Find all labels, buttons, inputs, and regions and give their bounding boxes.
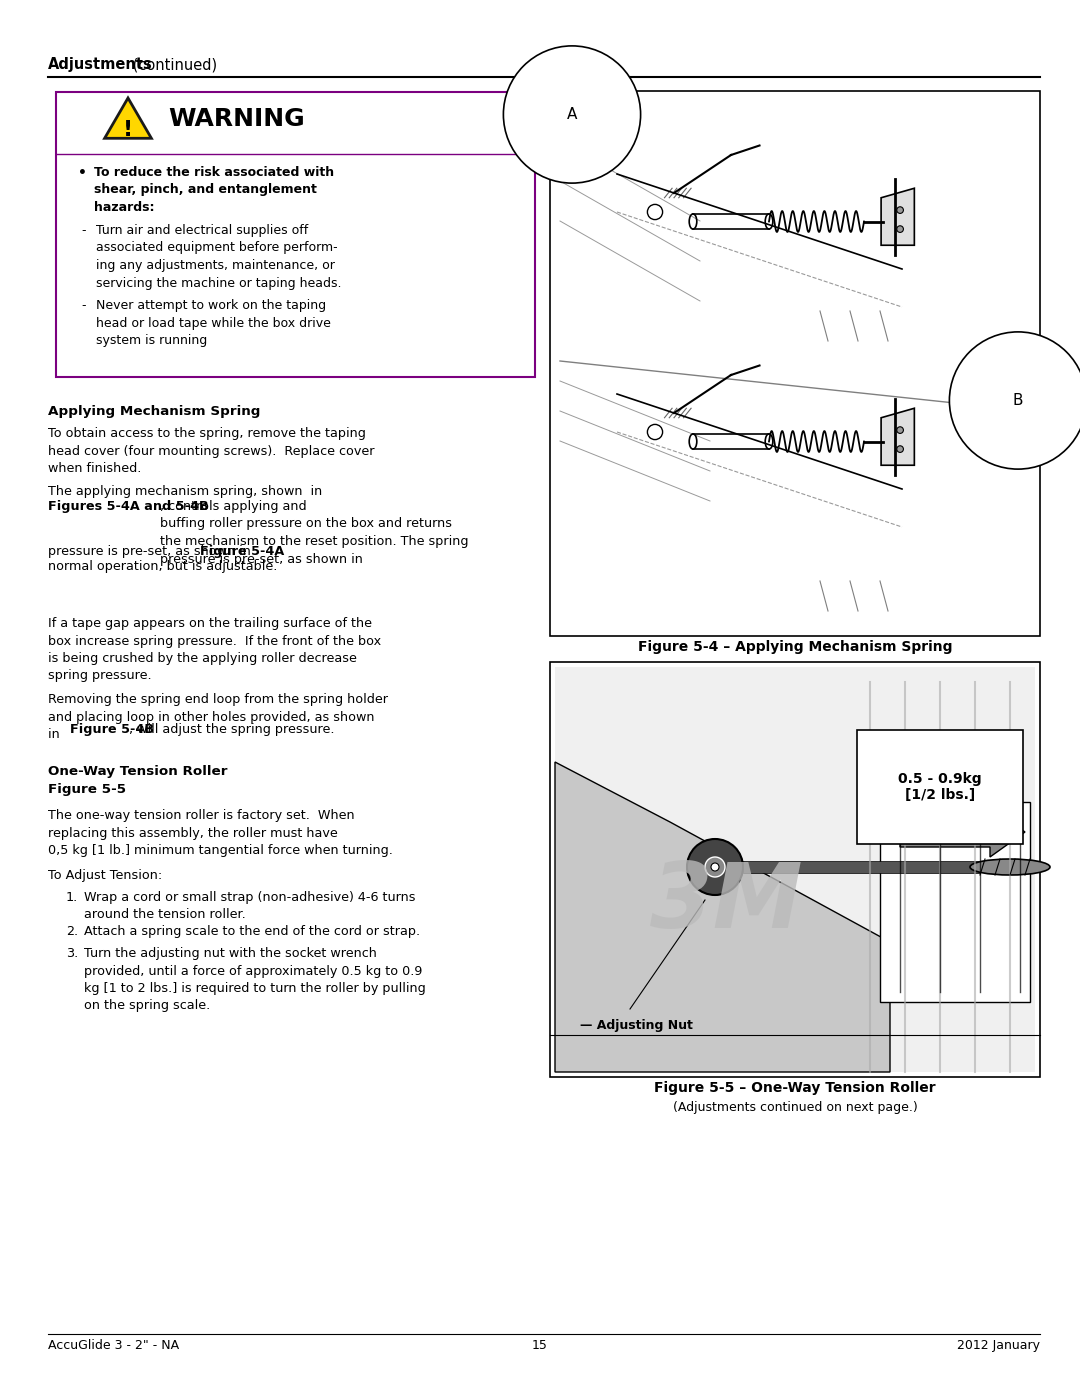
Text: Turn the adjusting nut with the socket wrench
provided, until a force of approxi: Turn the adjusting nut with the socket w… bbox=[84, 947, 426, 1013]
Text: To obtain access to the spring, remove the taping
head cover (four mounting scre: To obtain access to the spring, remove t… bbox=[48, 427, 375, 475]
Ellipse shape bbox=[766, 434, 773, 448]
Text: 3.: 3. bbox=[66, 947, 78, 960]
Ellipse shape bbox=[689, 214, 697, 229]
Text: One-Way Tension Roller: One-Way Tension Roller bbox=[48, 766, 228, 778]
FancyArrow shape bbox=[900, 807, 1025, 856]
Text: normal operation, but is adjustable.: normal operation, but is adjustable. bbox=[48, 560, 278, 573]
Text: Figure 5-4B: Figure 5-4B bbox=[70, 724, 154, 736]
Ellipse shape bbox=[970, 859, 1050, 875]
Text: Never attempt to work on the taping
head or load tape while the box drive
system: Never attempt to work on the taping head… bbox=[96, 299, 330, 346]
Text: 3M: 3M bbox=[650, 859, 802, 947]
Text: To reduce the risk associated with
shear, pinch, and entanglement
hazards:: To reduce the risk associated with shear… bbox=[94, 166, 334, 214]
Text: The one-way tension roller is factory set.  When
replacing this assembly, the ro: The one-way tension roller is factory se… bbox=[48, 809, 393, 856]
Ellipse shape bbox=[766, 214, 773, 229]
Text: (Adjustments continued on next page.): (Adjustments continued on next page.) bbox=[673, 1101, 917, 1113]
FancyBboxPatch shape bbox=[880, 802, 1030, 1002]
FancyBboxPatch shape bbox=[56, 92, 535, 377]
Text: AccuGlide 3 - 2" - NA: AccuGlide 3 - 2" - NA bbox=[48, 1338, 179, 1352]
Text: — Adjusting Nut: — Adjusting Nut bbox=[580, 1018, 693, 1032]
Circle shape bbox=[896, 426, 904, 433]
Text: B: B bbox=[1013, 393, 1023, 408]
Text: To Adjust Tension:: To Adjust Tension: bbox=[48, 869, 162, 882]
Text: !: ! bbox=[123, 120, 133, 140]
Text: Adjustments: Adjustments bbox=[48, 57, 152, 73]
Text: Figure 5-4 – Applying Mechanism Spring: Figure 5-4 – Applying Mechanism Spring bbox=[638, 640, 953, 654]
FancyBboxPatch shape bbox=[555, 666, 1035, 1071]
FancyArrow shape bbox=[743, 861, 980, 873]
FancyBboxPatch shape bbox=[550, 662, 1040, 1077]
FancyBboxPatch shape bbox=[550, 91, 1040, 636]
Text: 2.: 2. bbox=[66, 925, 78, 937]
Text: (continued): (continued) bbox=[129, 57, 217, 73]
Circle shape bbox=[896, 446, 904, 453]
Circle shape bbox=[711, 863, 719, 870]
Polygon shape bbox=[555, 761, 890, 1071]
Circle shape bbox=[687, 840, 743, 895]
Text: 15: 15 bbox=[532, 1338, 548, 1352]
Polygon shape bbox=[881, 189, 915, 246]
Text: Figure 5-4A: Figure 5-4A bbox=[200, 545, 284, 557]
Circle shape bbox=[896, 207, 904, 214]
Text: If a tape gap appears on the trailing surface of the
box increase spring pressur: If a tape gap appears on the trailing su… bbox=[48, 617, 381, 683]
Text: The applying mechanism spring, shown  in: The applying mechanism spring, shown in bbox=[48, 485, 322, 497]
Text: 1.: 1. bbox=[66, 891, 78, 904]
Text: Figure 5-5: Figure 5-5 bbox=[48, 782, 126, 796]
Circle shape bbox=[896, 226, 904, 232]
Polygon shape bbox=[881, 408, 915, 465]
Text: Applying Mechanism Spring: Applying Mechanism Spring bbox=[48, 405, 260, 418]
Text: Removing the spring end loop from the spring holder
and placing loop in other ho: Removing the spring end loop from the sp… bbox=[48, 693, 388, 740]
Text: Wrap a cord or small strap (non-adhesive) 4-6 turns
around the tension roller.: Wrap a cord or small strap (non-adhesive… bbox=[84, 891, 416, 922]
Text: Attach a spring scale to the end of the cord or strap.: Attach a spring scale to the end of the … bbox=[84, 925, 420, 937]
Circle shape bbox=[705, 856, 725, 877]
Text: , will adjust the spring pressure.: , will adjust the spring pressure. bbox=[129, 724, 334, 736]
Text: pressure is pre-set, as shown in: pressure is pre-set, as shown in bbox=[48, 545, 255, 557]
Text: -: - bbox=[81, 299, 85, 312]
Ellipse shape bbox=[689, 434, 697, 448]
Text: Figures 5-4A and 5-4B: Figures 5-4A and 5-4B bbox=[48, 500, 208, 513]
Text: •: • bbox=[78, 166, 86, 180]
Text: Figure 5-5 – One-Way Tension Roller: Figure 5-5 – One-Way Tension Roller bbox=[654, 1081, 935, 1095]
Text: -: - bbox=[81, 224, 85, 237]
Text: 2012 January: 2012 January bbox=[957, 1338, 1040, 1352]
Polygon shape bbox=[105, 98, 151, 138]
Text: WARNING: WARNING bbox=[168, 108, 305, 131]
Text: 0.5 - 0.9kg
[1/2 lbs.]: 0.5 - 0.9kg [1/2 lbs.] bbox=[899, 773, 982, 802]
Text: , controls applying and
buffing roller pressure on the box and returns
the mecha: , controls applying and buffing roller p… bbox=[160, 500, 469, 566]
Text: A: A bbox=[567, 108, 577, 122]
Text: Turn air and electrical supplies off
associated equipment before perform-
ing an: Turn air and electrical supplies off ass… bbox=[96, 224, 341, 289]
